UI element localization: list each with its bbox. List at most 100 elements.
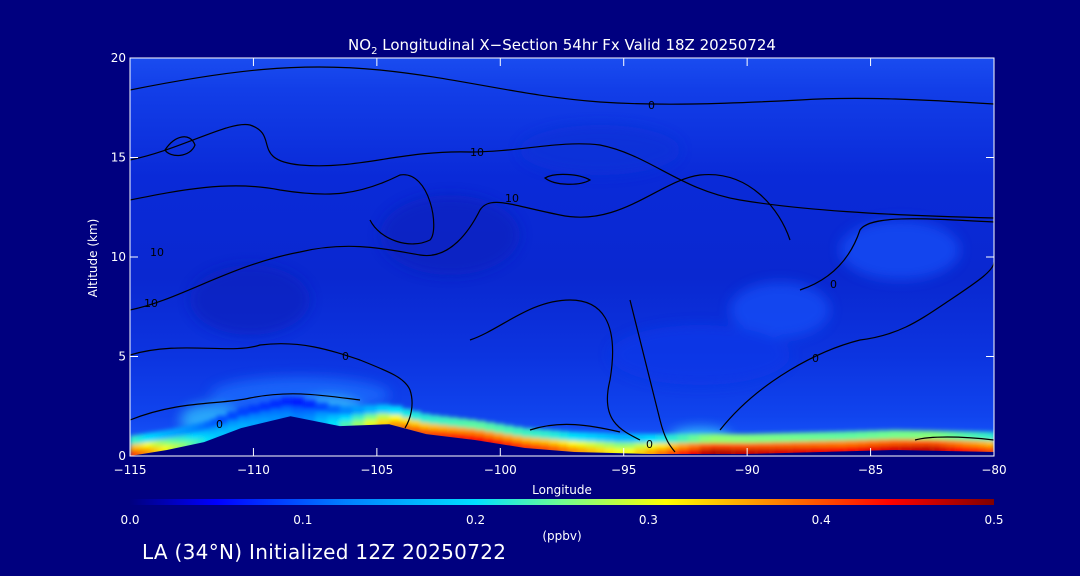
surface-no2-cell — [148, 447, 155, 456]
surface-no2-cell — [327, 419, 341, 428]
colorbar-tick-label: 0.4 — [812, 513, 831, 527]
x-tick-label: −80 — [981, 463, 1006, 477]
x-tick-label: −85 — [858, 463, 883, 477]
x-tick-label: −115 — [114, 463, 147, 477]
colorbar-unit-label: (ppbv) — [542, 529, 581, 543]
surface-no2-cell — [666, 449, 679, 456]
surface-no2-cell — [710, 449, 719, 456]
surface-no2-cell — [717, 449, 727, 456]
y-tick-label: 5 — [118, 350, 126, 364]
terrain-silhouette — [130, 416, 994, 456]
surface-no2-cell — [586, 447, 597, 456]
surface-no2-cell — [899, 445, 912, 454]
surface-no2-cell — [986, 446, 994, 455]
surface-no2-cell — [521, 443, 533, 452]
surface-no2-cell — [143, 448, 150, 456]
surface-no2-cell — [173, 443, 181, 452]
surface-no2-cell — [781, 447, 792, 456]
surface-no2-cell — [699, 449, 712, 456]
surface-no2-cell — [401, 423, 412, 432]
contour-line — [629, 299, 676, 453]
surface-no2-cell — [352, 420, 366, 429]
surface-no2-cell — [677, 449, 690, 456]
surface-no2-cell — [955, 446, 965, 455]
contour-label: 0 — [216, 418, 223, 431]
surface-no2-cell — [130, 450, 136, 456]
surface-no2-cell — [512, 441, 523, 450]
colorbar-tick-label: 0.3 — [639, 513, 658, 527]
surface-no2-cell — [197, 437, 206, 446]
chart-title: NO2 Longitudinal X−Section 54hr Fx Valid… — [348, 36, 776, 57]
surface-no2-cell — [756, 448, 766, 456]
surface-no2-cell — [634, 448, 647, 456]
surface-no2-cell — [540, 444, 551, 453]
contour-line — [543, 173, 592, 185]
contour-label: 0 — [812, 352, 819, 365]
surface-no2-cell — [389, 420, 403, 429]
surface-no2-cell — [410, 426, 422, 435]
surface-no2-cell — [216, 430, 229, 439]
surface-no2-cell — [725, 449, 735, 456]
contour-line — [799, 218, 994, 291]
contour-line — [130, 393, 361, 421]
surface-no2-cell — [139, 449, 145, 456]
x-tick-label: −100 — [484, 463, 517, 477]
plot-area: 10 10 10 10 0 0 0 0 0 0 — [130, 58, 994, 456]
contour-line — [469, 299, 641, 441]
surface-no2-cell — [740, 449, 750, 456]
surface-no2-cell — [889, 445, 901, 454]
surface-no2-cell — [921, 445, 934, 454]
surface-no2-cell — [191, 439, 199, 448]
contour-label: 10 — [505, 192, 519, 205]
surface-no2-cell — [259, 417, 272, 426]
contour-label: 10 — [144, 297, 158, 310]
surface-no2-layer — [130, 397, 994, 456]
surface-no2-cell — [558, 446, 570, 455]
surface-no2-cell — [799, 447, 810, 456]
surface-no2-cell — [292, 412, 304, 421]
surface-no2-cell — [429, 430, 440, 439]
contour-line — [719, 261, 994, 431]
contour-label: 0 — [342, 350, 349, 363]
surface-no2-cell — [827, 446, 838, 455]
surface-no2-cell — [179, 441, 187, 450]
contour-label: 10 — [150, 246, 164, 259]
surface-no2-cell — [447, 432, 459, 441]
footer-init-info: LA (34°N) Initialized 12Z 20250722 — [142, 540, 507, 564]
surface-no2-cell — [614, 448, 625, 456]
x-tick-label: −110 — [237, 463, 270, 477]
surface-no2-cell — [771, 448, 783, 456]
x-tick-label: −90 — [734, 463, 759, 477]
contour-label: 0 — [830, 278, 837, 291]
surface-no2-cell — [856, 445, 869, 454]
surface-no2-cell — [531, 443, 542, 452]
y-tick-label: 10 — [111, 250, 126, 264]
surface-no2-cell — [162, 445, 169, 454]
surface-no2-cell — [503, 440, 514, 449]
surface-no2-cell — [227, 426, 239, 435]
surface-no2-cell — [818, 447, 829, 455]
contour-label: 10 — [470, 146, 484, 159]
surface-no2-cell — [577, 447, 588, 456]
surface-no2-cell — [466, 434, 477, 443]
surface-no2-cell — [238, 422, 250, 431]
surface-no2-cell — [605, 447, 616, 456]
contour-line — [130, 123, 994, 219]
contour-line — [164, 136, 196, 156]
surface-no2-cell — [157, 446, 164, 455]
surface-no2-cell — [364, 419, 378, 428]
y-tick-label: 15 — [111, 151, 126, 165]
surface-no2-cell — [836, 446, 847, 455]
contour-label: 0 — [648, 99, 655, 112]
surface-no2-cell — [656, 449, 668, 456]
surface-no2-cell — [153, 446, 159, 455]
y-tick-label: 20 — [111, 51, 126, 65]
surface-no2-cell — [963, 446, 972, 455]
contour-line — [130, 174, 791, 311]
x-axis: −115 −110 −105 −100 −95 −90 −85 −80 — [114, 58, 1007, 477]
y-tick-label: 0 — [118, 449, 126, 463]
surface-no2-cell — [645, 449, 658, 456]
surface-no2-cell — [376, 419, 391, 428]
contour-lines — [130, 66, 994, 453]
